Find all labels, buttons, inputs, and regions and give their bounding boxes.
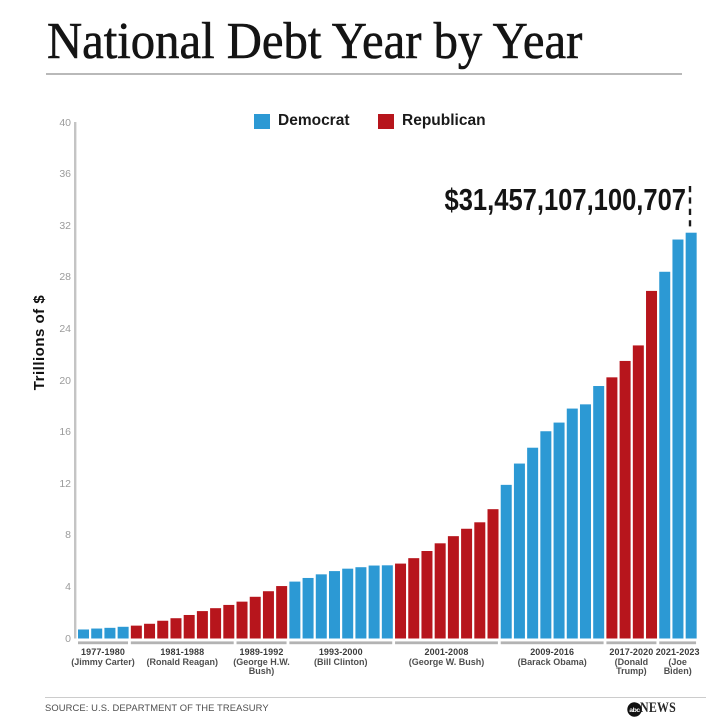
svg-text:abc: abc xyxy=(629,707,640,714)
